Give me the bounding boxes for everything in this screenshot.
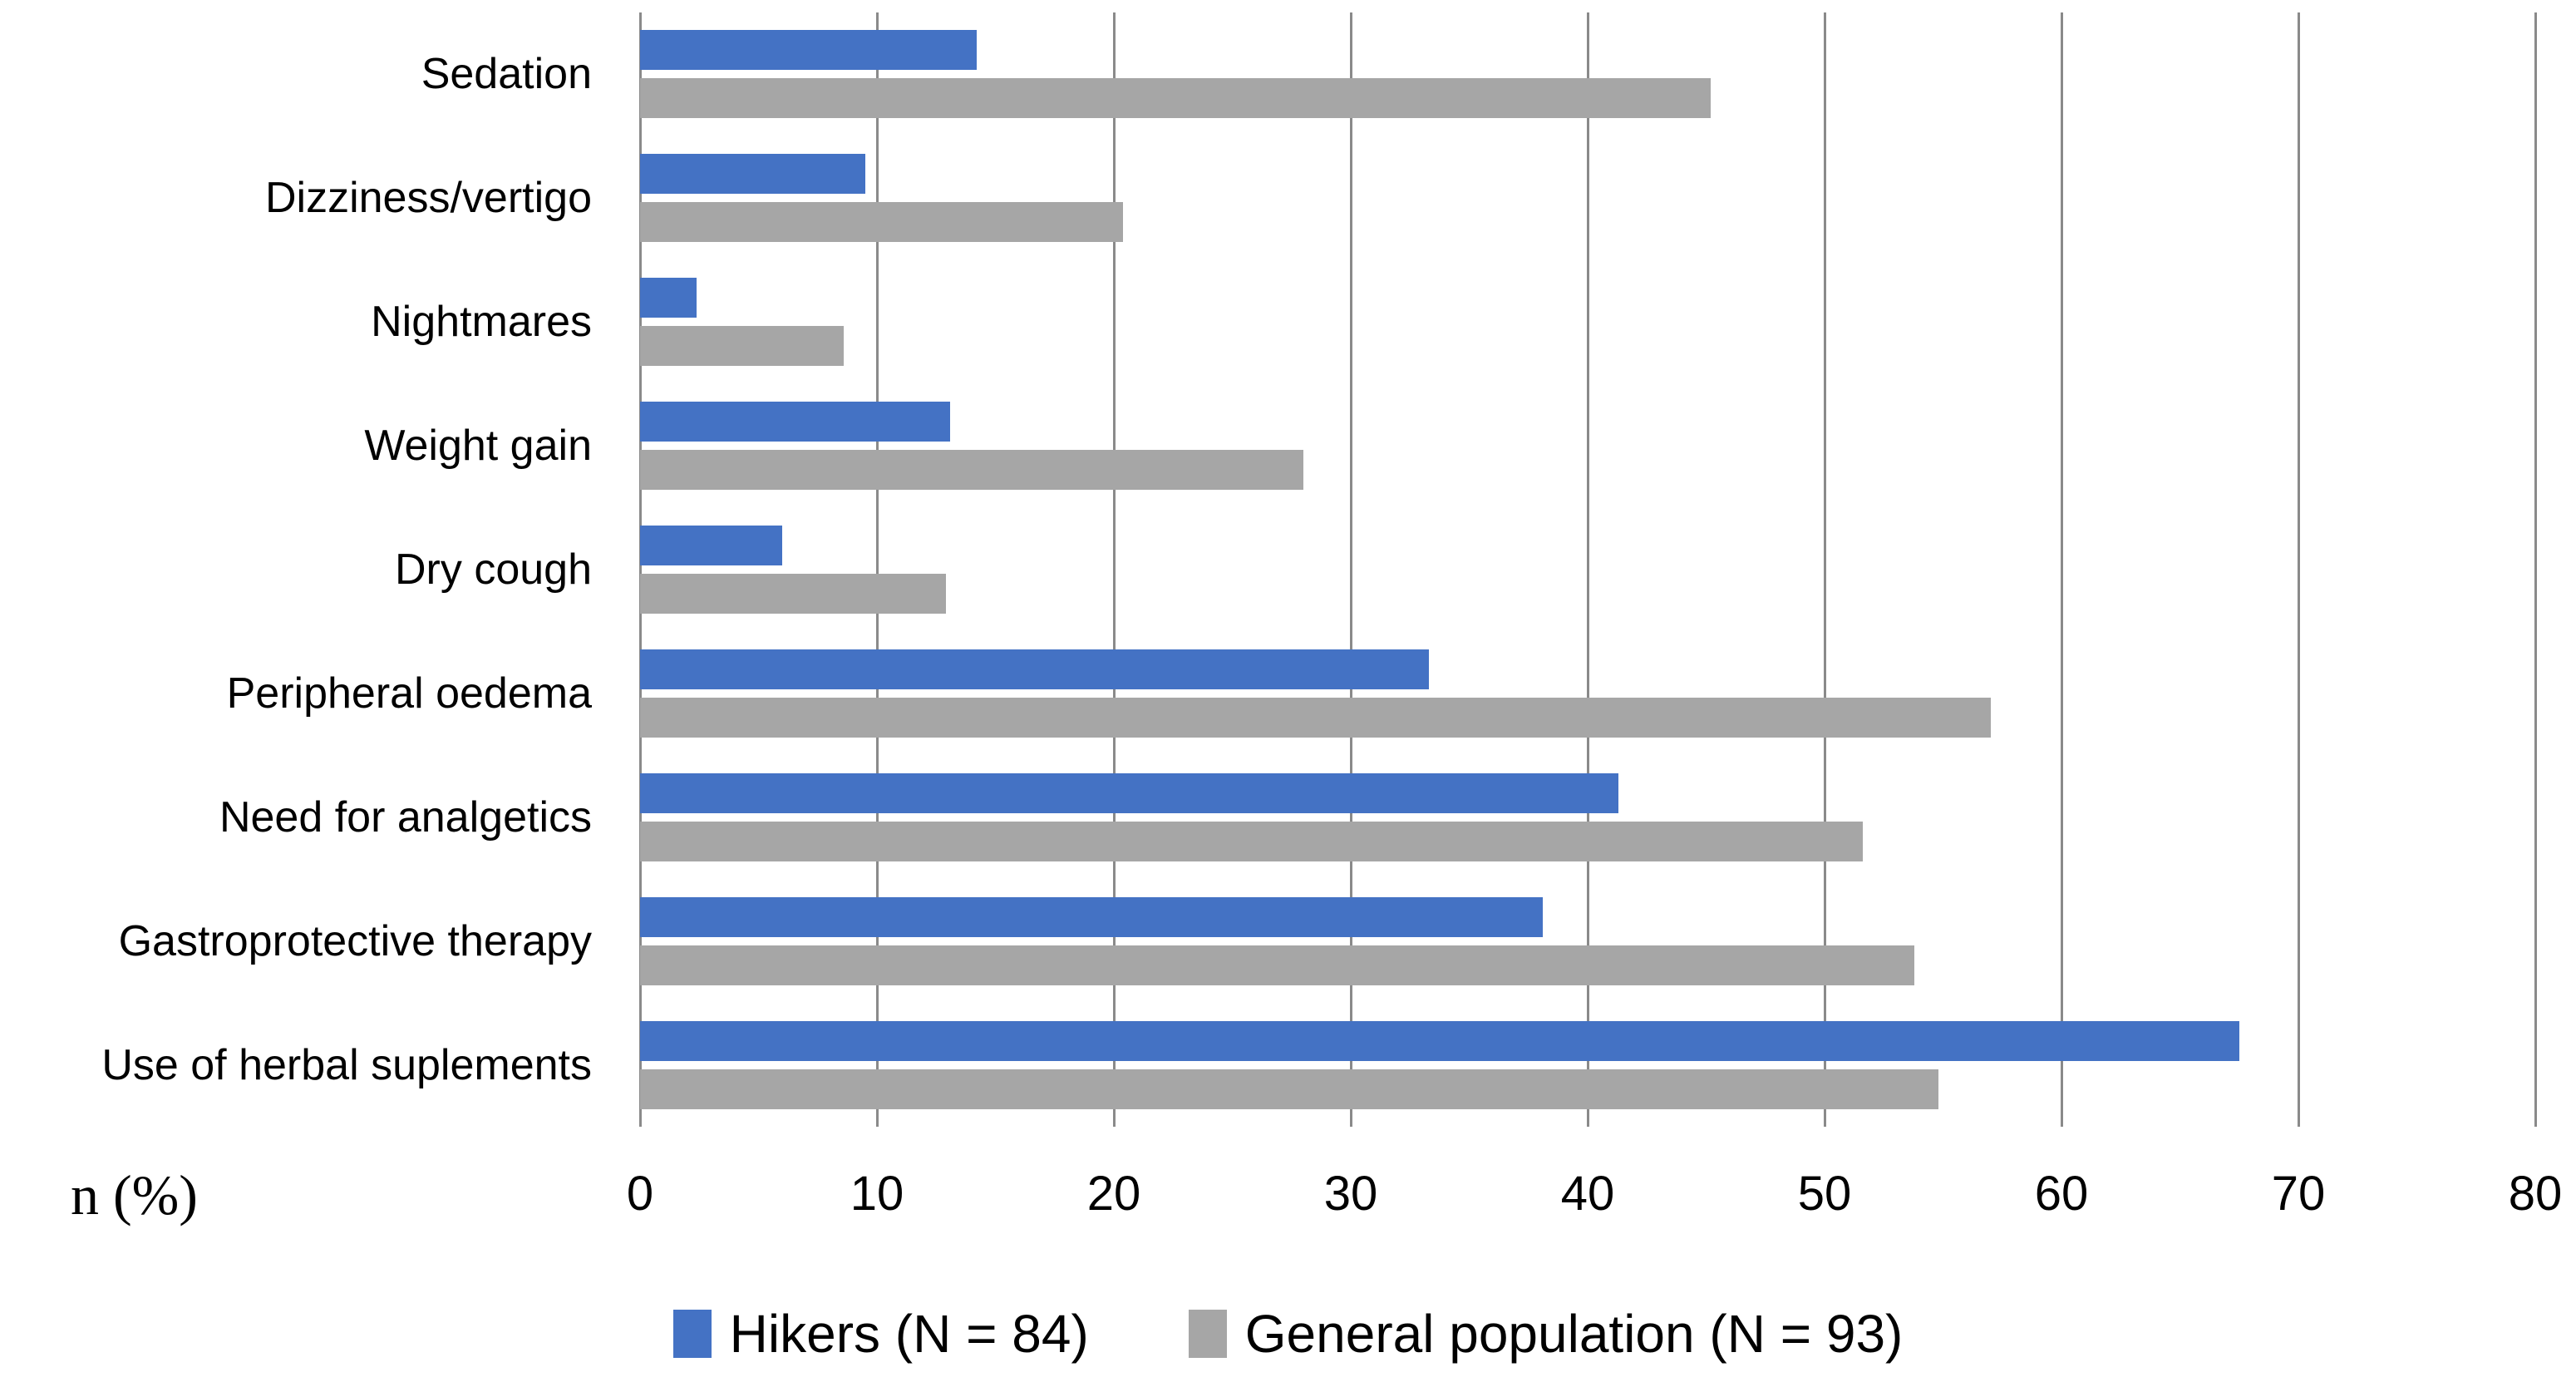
x-tick-label: 80 xyxy=(2508,1167,2563,1221)
bar-hikers xyxy=(640,649,1430,689)
bar-hikers xyxy=(640,1020,2239,1061)
gridline xyxy=(2534,12,2537,1127)
category-label: Dry cough xyxy=(395,545,592,594)
bar-hikers xyxy=(640,526,782,565)
bar-hikers xyxy=(640,772,1619,813)
gridline xyxy=(638,12,642,1127)
bar-hikers xyxy=(640,896,1543,937)
bar-general-population xyxy=(640,697,1991,738)
x-tick-label: 60 xyxy=(2034,1167,2089,1221)
x-tick-label: 70 xyxy=(2271,1167,2326,1221)
bar-general-population xyxy=(640,821,1863,861)
gridline xyxy=(1112,12,1116,1127)
gridline xyxy=(1349,12,1352,1127)
bar-general-population xyxy=(640,326,845,367)
gridline xyxy=(1586,12,1589,1127)
gridline xyxy=(2060,12,2063,1127)
bar-hikers xyxy=(640,30,977,71)
bar-hikers xyxy=(640,278,697,318)
gridline xyxy=(1823,12,1826,1127)
legend-swatch-icon xyxy=(1188,1310,1227,1358)
x-tick-label: 30 xyxy=(1323,1167,1378,1221)
x-tick-label: 20 xyxy=(1086,1167,1141,1221)
bar-hikers xyxy=(640,402,951,442)
category-label: Use of herbal suplements xyxy=(101,1040,592,1089)
bar-general-population xyxy=(640,1069,1938,1109)
x-tick-label: 10 xyxy=(850,1167,904,1221)
category-label: Weight gain xyxy=(364,422,592,471)
bar-general-population xyxy=(640,945,1915,985)
x-tick-label: 50 xyxy=(1797,1167,1852,1221)
category-label: Nightmares xyxy=(371,298,592,347)
legend: Hikers (N = 84) General population (N = 9… xyxy=(0,1296,2576,1372)
legend-swatch-icon xyxy=(672,1310,712,1358)
legend-label: Hikers (N = 84) xyxy=(729,1304,1089,1364)
category-label: Dizziness/vertigo xyxy=(264,174,592,223)
category-label: Gastroprotective therapy xyxy=(118,916,592,965)
category-label: Need for analgetics xyxy=(219,792,592,842)
bar-general-population xyxy=(640,574,946,614)
x-axis-label: n (%) xyxy=(71,1163,198,1227)
bar-general-population xyxy=(640,78,1712,119)
category-label: Peripheral oedema xyxy=(226,669,592,718)
legend-item-hikers: Hikers (N = 84) xyxy=(672,1303,1089,1365)
gridline xyxy=(2297,12,2300,1127)
legend-label: General population (N = 93) xyxy=(1244,1304,1904,1364)
legend-item-general-population: General population (N = 93) xyxy=(1188,1303,1904,1365)
x-tick-label: 40 xyxy=(1560,1167,1615,1221)
bar-hikers xyxy=(640,154,865,195)
gridline xyxy=(875,12,879,1127)
bar-general-population xyxy=(640,202,1124,243)
bar-general-population xyxy=(640,450,1303,491)
category-label: Sedation xyxy=(421,50,592,99)
x-tick-label: 0 xyxy=(626,1167,654,1221)
